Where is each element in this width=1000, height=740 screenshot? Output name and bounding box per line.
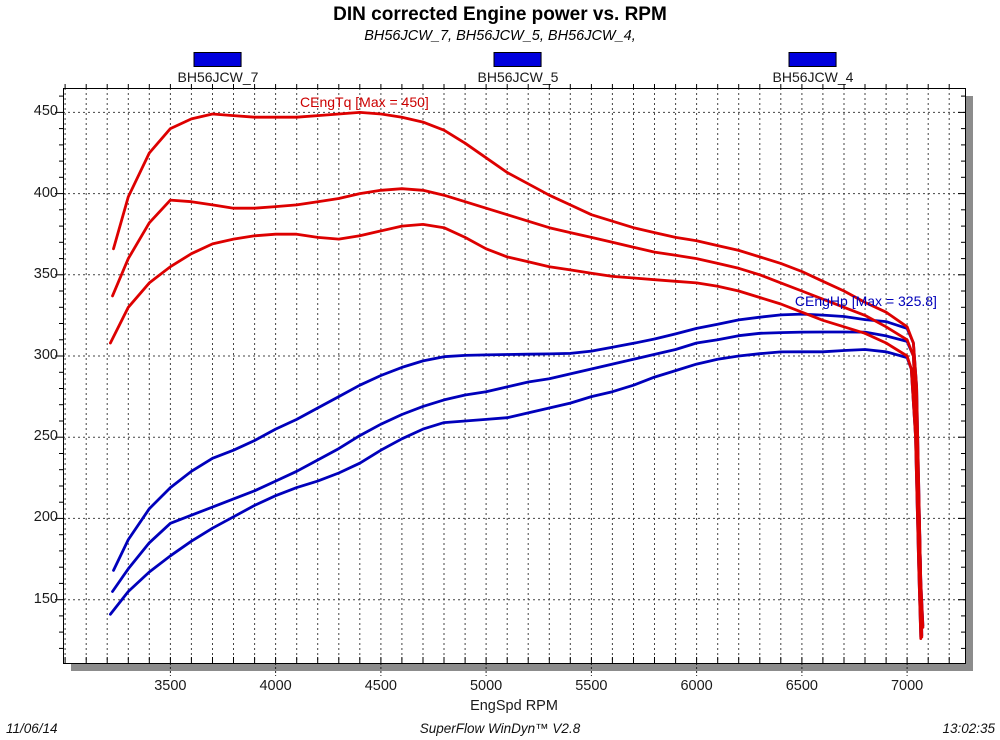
y-tick-label-400: 400	[33, 184, 58, 201]
curve-cenghp-bh56jcw_4	[109, 348, 923, 639]
curve-cengtq-bh56jcw_4	[109, 222, 923, 640]
x-tick-label-3500: 3500	[154, 678, 187, 694]
x-tick-label-5000: 5000	[469, 678, 503, 694]
x-axis-label: EngSpd RPM	[470, 698, 558, 714]
y-tick-label-250: 250	[33, 428, 58, 445]
plot-area	[63, 88, 966, 664]
x-tick-label-4000: 4000	[259, 678, 292, 694]
footer-app-version: SuperFlow WinDyn™ V2.8	[419, 721, 581, 736]
y-tick-label-150: 150	[33, 590, 58, 607]
curve-cenghp-bh56jcw_5	[111, 330, 925, 627]
legend-swatch-icon	[788, 52, 837, 67]
curve-cengtq-bh56jcw_5	[111, 187, 925, 629]
legend-item-bh56jcw-7: BH56JCW_7	[177, 52, 259, 85]
footer-date: 11/06/14	[6, 721, 58, 736]
footer-time: 13:02:35	[942, 721, 995, 736]
y-tick-label-300: 300	[33, 347, 58, 363]
page-title: DIN corrected Engine power vs. RPM	[333, 4, 667, 25]
legend-swatch-icon	[493, 52, 542, 67]
x-tick-label-7000: 7000	[890, 678, 924, 694]
legend-swatch-icon	[193, 52, 242, 67]
y-tick-label-450: 450	[33, 103, 58, 120]
curve-cenghp-bh56jcw_7	[112, 312, 924, 637]
legend-item-bh56jcw-4: BH56JCW_4	[772, 52, 854, 85]
annotation-cenghp-max: CEngHp [Max = 325.8]	[794, 293, 937, 310]
x-tick-label-6000: 6000	[680, 678, 713, 694]
legend-label: BH56JCW_4	[772, 69, 854, 85]
annotation-cengtq-max: CEngTq [Max = 450]	[300, 93, 429, 110]
plot-frame	[63, 88, 966, 664]
x-tick-label-6500: 6500	[785, 678, 818, 694]
legend-label: BH56JCW_7	[177, 69, 259, 85]
curve-cengtq-bh56jcw_7	[112, 111, 924, 639]
y-tick-label-200: 200	[33, 509, 58, 526]
page-subtitle: BH56JCW_7, BH56JCW_5, BH56JCW_4,	[364, 28, 636, 44]
y-tick-label-350: 350	[33, 265, 58, 282]
legend-item-bh56jcw-5: BH56JCW_5	[477, 52, 559, 85]
x-tick-label-4500: 4500	[364, 678, 397, 694]
x-tick-label-5500: 5500	[575, 678, 608, 694]
legend-label: BH56JCW_5	[477, 69, 559, 85]
